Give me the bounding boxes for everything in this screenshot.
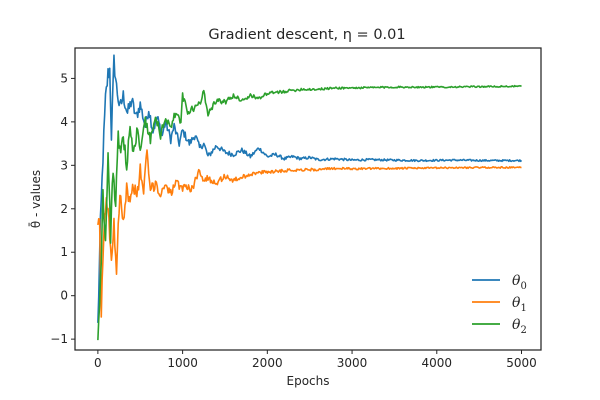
y-tick-label: 1 (60, 245, 68, 259)
legend-label-base: θ (512, 295, 521, 311)
x-axis-ticks: 0 1000 2000 3000 4000 5000 (94, 350, 537, 370)
y-tick-label: 2 (60, 202, 68, 216)
legend-label-base: θ (512, 317, 521, 333)
legend-label-2: θ2 (512, 317, 527, 336)
x-tick-label: 0 (94, 356, 102, 370)
x-tick-label: 3000 (337, 356, 368, 370)
x-tick-label: 2000 (252, 356, 283, 370)
plot-frame (74, 47, 542, 351)
y-axis-label: θ̄ - values (29, 170, 43, 228)
legend-label-0: θ0 (512, 273, 527, 292)
y-axis-ticks: −1 0 1 2 3 4 5 (50, 71, 75, 346)
legend-label-subscript: 0 (520, 281, 526, 292)
series-line-2 (97, 84, 522, 341)
legend-label-1: θ1 (512, 295, 527, 314)
plot-lines (97, 54, 523, 341)
x-tick-label: 5000 (506, 356, 537, 370)
series-line-0 (97, 54, 523, 323)
y-tick-label: 4 (60, 115, 68, 129)
x-tick-label: 1000 (167, 356, 198, 370)
chart-title: Gradient descent, η = 0.01 (208, 27, 405, 43)
series-line-1 (97, 149, 522, 318)
legend-label-base: θ (512, 273, 521, 289)
y-tick-label: −1 (50, 332, 68, 346)
legend-label-subscript: 2 (520, 325, 526, 336)
x-tick-label: 4000 (422, 356, 453, 370)
x-axis-label: Epochs (287, 374, 330, 388)
y-tick-label: 0 (60, 289, 68, 303)
y-tick-label: 5 (60, 71, 68, 85)
legend-label-subscript: 1 (520, 303, 526, 314)
y-tick-label: 3 (60, 158, 68, 172)
